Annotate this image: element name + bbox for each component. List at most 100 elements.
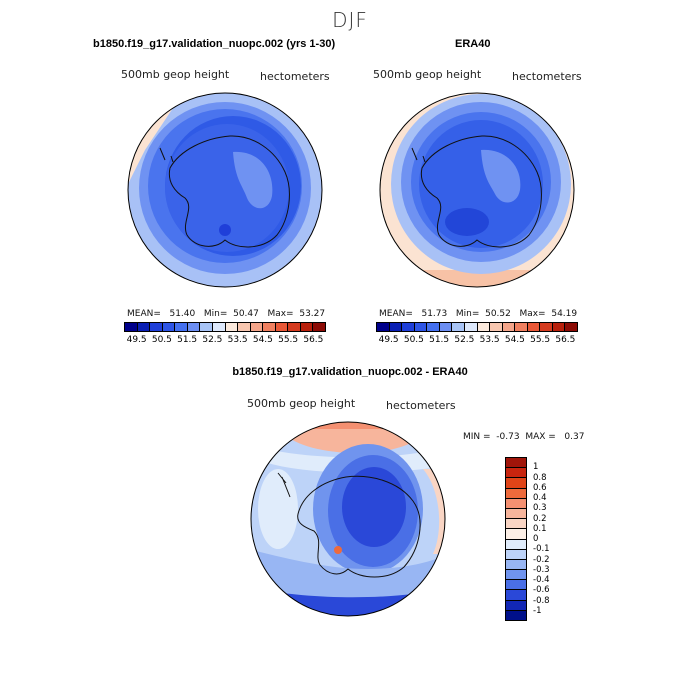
- colorbar-swatch: [212, 323, 226, 331]
- right-max-value: 54.19: [551, 309, 578, 319]
- colorbar-swatch: [389, 323, 403, 331]
- colorbar-tick-label: 49.5: [126, 335, 147, 345]
- colorbar-swatch: [263, 323, 276, 331]
- left-variable-label: 500mb geop height: [121, 68, 230, 81]
- diff-colorbar-tick-label: -0.3: [533, 564, 550, 575]
- right-units-label: hectometers: [512, 70, 582, 83]
- colorbar-swatch: [464, 323, 478, 331]
- colorbar-swatch: [527, 323, 541, 331]
- diff-max-value: 0.37: [564, 432, 585, 442]
- diff-colorbar-tick-label: 0.3: [533, 503, 547, 514]
- left-mean-value: 51.40: [169, 309, 196, 319]
- diff-map-left-neutral: [258, 469, 298, 549]
- left-max-label: Max=: [267, 309, 294, 319]
- diff-variable-label: 500mb geop height: [247, 397, 356, 410]
- diff-colorbar-swatch: [506, 549, 526, 560]
- diff-peninsula-outline: [277, 472, 291, 498]
- diff-colorbar-swatch: [506, 519, 526, 530]
- colorbar-swatch: [175, 323, 188, 331]
- colorbar-tick-label: 55.5: [278, 335, 299, 345]
- diff-colorbar-tick-label: -0.6: [533, 585, 550, 596]
- diff-colorbar-swatch: [506, 488, 526, 499]
- colorbar-swatch: [238, 323, 251, 331]
- diff-colorbar-swatch: [506, 559, 526, 571]
- colorbar-tick-label: 53.5: [479, 335, 500, 345]
- diff-colorbar-swatch: [506, 580, 526, 591]
- diff-colorbar-tick-label: 0.4: [533, 493, 547, 503]
- diff-map-positive-spot: [334, 546, 342, 554]
- diff-colorbar-tick-label: -1: [533, 605, 542, 616]
- diff-colorbar-swatch: [506, 590, 526, 601]
- right-panel-title: ERA40: [455, 38, 491, 50]
- diff-colorbar-tick-label: 0.1: [533, 523, 547, 534]
- left-map-band-5: [165, 124, 289, 252]
- colorbar-tick-label: 51.5: [429, 335, 450, 345]
- left-map-low-spot: [219, 224, 231, 236]
- colorbar-swatch: [162, 323, 176, 331]
- diff-colorbar-swatch: [506, 570, 526, 581]
- diff-colorbar-swatch: [506, 498, 526, 509]
- colorbar-swatch: [540, 323, 553, 331]
- colorbar-tick-label: 50.5: [403, 335, 424, 345]
- colorbar-tick-label: 55.5: [530, 335, 551, 345]
- colorbar-swatch: [452, 323, 465, 331]
- colorbar-swatch: [313, 323, 325, 331]
- colorbar-swatch: [502, 323, 516, 331]
- left-peninsula-outline: [159, 147, 174, 163]
- diff-colorbar-swatch: [506, 458, 526, 469]
- colorbar-tick-label: 49.5: [378, 335, 399, 345]
- left-panel-title: b1850.f19_g17.validation_nuopc.002 (yrs …: [93, 38, 336, 50]
- diff-colorbar-tick-label: 0.6: [533, 482, 547, 493]
- colorbar-swatch: [402, 323, 415, 331]
- left-stats: MEAN= 51.40 Min= 50.47 Max= 53.27: [127, 309, 325, 319]
- colorbar-swatch: [552, 323, 566, 331]
- diff-colorbar-tick-label: 0.8: [533, 472, 547, 483]
- colorbar-swatch: [225, 323, 239, 331]
- right-min-label: Min=: [455, 309, 480, 319]
- colorbar-swatch: [125, 323, 138, 331]
- right-polar-map: [379, 92, 575, 288]
- left-max-value: 53.27: [299, 309, 326, 319]
- left-mean-label: MEAN=: [127, 309, 161, 319]
- left-units-label: hectometers: [260, 70, 330, 83]
- diff-colorbar-tick-label: -0.8: [533, 595, 550, 606]
- right-map-high-region: [481, 149, 521, 203]
- left-antarctica-outline: [168, 135, 290, 248]
- colorbar-swatch: [427, 323, 440, 331]
- colorbar-tick-label: 50.5: [151, 335, 172, 345]
- left-map-high-region: [233, 151, 273, 209]
- colorbar-tick-label: 52.5: [202, 335, 223, 345]
- diff-panel-title: b1850.f19_g17.validation_nuopc.002 - ERA…: [232, 366, 468, 378]
- diff-map-border: [250, 421, 446, 617]
- left-colorbar: [124, 322, 326, 332]
- right-antarctica-outline: [420, 135, 542, 248]
- colorbar-swatch: [300, 323, 314, 331]
- diff-colorbar-swatch: [506, 610, 526, 620]
- colorbar-swatch: [200, 323, 213, 331]
- colorbar-swatch: [377, 323, 390, 331]
- diff-colorbar-swatch: [506, 539, 526, 550]
- diff-colorbar-swatch: [506, 478, 526, 489]
- colorbar-swatch: [150, 323, 163, 331]
- colorbar-swatch: [275, 323, 289, 331]
- colorbar-tick-label: 52.5: [454, 335, 475, 345]
- colorbar-tick-label: 56.5: [555, 335, 576, 345]
- diff-colorbar-tick-label: -0.2: [533, 554, 550, 565]
- right-mean-value: 51.73: [421, 309, 448, 319]
- left-map-border: [127, 92, 323, 288]
- colorbar-swatch: [490, 323, 503, 331]
- diff-colorbar-tick-label: 1: [533, 462, 539, 473]
- colorbar-swatch: [565, 323, 577, 331]
- diff-colorbar-tick-label: 0.2: [533, 513, 547, 524]
- right-mean-label: MEAN=: [379, 309, 413, 319]
- left-min-value: 50.47: [233, 309, 259, 319]
- diff-colorbar-swatch: [506, 529, 526, 540]
- diff-colorbar-swatch: [506, 600, 526, 611]
- diff-colorbar-swatch: [506, 508, 526, 520]
- right-min-value: 50.52: [485, 309, 511, 319]
- left-min-label: Min=: [203, 309, 228, 319]
- diff-min-value: -0.73: [496, 432, 520, 442]
- right-map-border: [379, 92, 575, 288]
- colorbar-swatch: [137, 323, 151, 331]
- diff-map-top-positive-2: [278, 429, 428, 454]
